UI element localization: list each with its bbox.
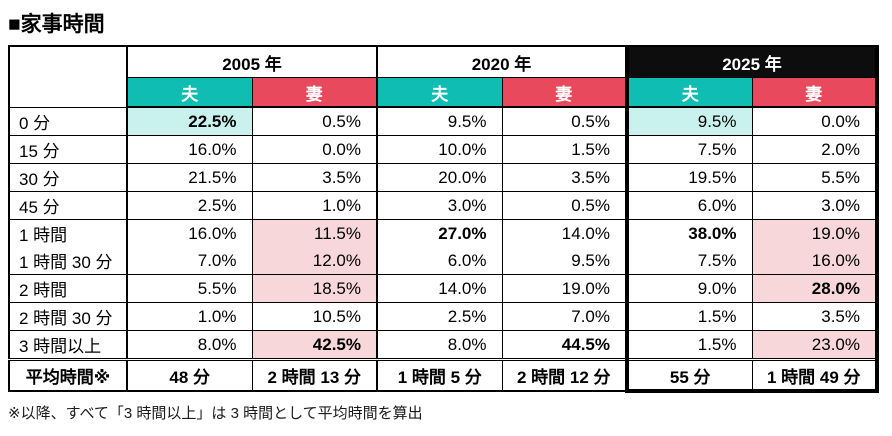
row-label: 30 分	[8, 163, 128, 192]
value-cell: 2.5%	[376, 302, 503, 331]
row-label: 0 分	[8, 106, 128, 136]
value-cell: 8.0%	[126, 330, 253, 360]
value-cell: 7.0%	[501, 302, 628, 331]
average-value-cell: 48 分	[126, 358, 253, 392]
value-cell: 27.0%	[376, 219, 503, 247]
value-cell: 12.0%	[251, 247, 378, 275]
value-cell: 16.0%	[126, 135, 253, 164]
table-row: 1 時間 16.0% 11.5% 27.0% 14.0% 38.0% 19.0%	[8, 219, 879, 247]
value-cell: 3.5%	[501, 163, 628, 192]
value-cell: 7.5%	[625, 135, 753, 164]
value-cell: 19.0%	[751, 219, 879, 247]
row-label: 3 時間以上	[8, 330, 128, 360]
table-row: 1 時間 30 分 7.0% 12.0% 6.0% 9.5% 7.5% 16.0%	[8, 247, 879, 275]
value-cell: 19.5%	[625, 163, 753, 192]
table-row: 0 分 22.5% 0.5% 9.5% 0.5% 9.5% 0.0%	[8, 106, 879, 136]
value-cell: 16.0%	[751, 247, 879, 275]
value-cell: 9.5%	[501, 247, 628, 275]
housework-time-table: 2005 年 2020 年 2025 年 夫 妻 夫 妻 夫 妻 0 分 22.5…	[8, 45, 879, 393]
value-cell: 2.0%	[751, 135, 879, 164]
value-cell: 21.5%	[126, 163, 253, 192]
value-cell: 8.0%	[376, 330, 503, 360]
value-cell: 11.5%	[251, 219, 378, 247]
year-header-row: 2005 年 2020 年 2025 年	[8, 45, 879, 108]
year-header-2025: 2025 年	[625, 45, 879, 78]
row-label: 2 時間	[8, 274, 128, 303]
table-row: 15 分 16.0% 0.0% 10.0% 1.5% 7.5% 2.0%	[8, 135, 879, 164]
value-cell: 9.0%	[625, 274, 753, 303]
value-cell: 14.0%	[501, 219, 628, 247]
row-label: 1 時間 30 分	[8, 247, 128, 275]
subheader-husband-2025: 夫	[625, 77, 753, 108]
value-cell: 3.5%	[751, 302, 879, 331]
value-cell: 20.0%	[376, 163, 503, 192]
row-label: 15 分	[8, 135, 128, 164]
value-cell: 38.0%	[625, 219, 753, 247]
value-cell: 5.5%	[126, 274, 253, 303]
value-cell: 9.5%	[376, 106, 503, 136]
value-cell: 10.5%	[251, 302, 378, 331]
value-cell: 0.5%	[501, 191, 628, 220]
value-cell: 3.0%	[751, 191, 879, 220]
value-cell: 22.5%	[126, 106, 253, 136]
value-cell: 9.5%	[625, 106, 753, 136]
value-cell: 0.0%	[751, 106, 879, 136]
row-label: 45 分	[8, 191, 128, 220]
value-cell: 7.0%	[126, 247, 253, 275]
value-cell: 1.5%	[501, 135, 628, 164]
value-cell: 3.5%	[251, 163, 378, 192]
corner-cell	[8, 45, 128, 108]
value-cell: 0.5%	[501, 106, 628, 136]
value-cell: 23.0%	[751, 330, 879, 360]
value-cell: 1.5%	[625, 302, 753, 331]
page: ■家事時間 2005 年 2020 年 2025 年 夫 妻 夫 妻 夫 妻	[8, 13, 879, 422]
average-row-label: 平均時間※	[8, 358, 128, 392]
value-cell: 6.0%	[376, 247, 503, 275]
value-cell: 44.5%	[501, 330, 628, 360]
average-value-cell: 2 時間 12 分	[501, 358, 628, 392]
subheader-wife-2020: 妻	[501, 77, 628, 108]
value-cell: 1.0%	[251, 191, 378, 220]
value-cell: 0.5%	[251, 106, 378, 136]
value-cell: 18.5%	[251, 274, 378, 303]
value-cell: 10.0%	[376, 135, 503, 164]
table-row: 45 分 2.5% 1.0% 3.0% 0.5% 6.0% 3.0%	[8, 191, 879, 220]
page-title: ■家事時間	[8, 13, 105, 36]
year-header-2020: 2020 年	[376, 45, 628, 78]
row-label: 2 時間 30 分	[8, 302, 128, 331]
value-cell: 14.0%	[376, 274, 503, 303]
value-cell: 6.0%	[625, 191, 753, 220]
value-cell: 2.5%	[126, 191, 253, 220]
value-cell: 0.0%	[251, 135, 378, 164]
subheader-wife-2005: 妻	[251, 77, 378, 108]
table-row: 30 分 21.5% 3.5% 20.0% 3.5% 19.5% 5.5%	[8, 163, 879, 192]
value-cell: 16.0%	[126, 219, 253, 247]
table-row: 3 時間以上 8.0% 42.5% 8.0% 44.5% 1.5% 23.0%	[8, 330, 879, 360]
subheader-husband-2005: 夫	[126, 77, 253, 108]
value-cell: 19.0%	[501, 274, 628, 303]
average-value-cell: 55 分	[625, 358, 753, 393]
average-value-cell: 2 時間 13 分	[251, 358, 378, 392]
value-cell: 1.0%	[126, 302, 253, 331]
table-row: 2 時間 5.5% 18.5% 14.0% 19.0% 9.0% 28.0%	[8, 274, 879, 303]
table-row: 2 時間 30 分 1.0% 10.5% 2.5% 7.0% 1.5% 3.5%	[8, 302, 879, 331]
subheader-wife-2025: 妻	[751, 77, 879, 108]
value-cell: 28.0%	[751, 274, 879, 303]
footnote: ※以降、すべて「3 時間以上」は 3 時間として平均時間を算出	[8, 405, 423, 422]
average-value-cell: 1 時間 49 分	[751, 358, 879, 393]
average-value-cell: 1 時間 5 分	[376, 358, 503, 392]
year-header-2005: 2005 年	[126, 45, 378, 78]
value-cell: 7.5%	[625, 247, 753, 275]
value-cell: 5.5%	[751, 163, 879, 192]
spouse-header-row: 夫 妻 夫 妻 夫 妻	[9, 77, 879, 108]
value-cell: 42.5%	[251, 330, 378, 360]
value-cell: 1.5%	[625, 330, 753, 360]
subheader-husband-2020: 夫	[376, 77, 503, 108]
row-label: 1 時間	[8, 219, 128, 247]
value-cell: 3.0%	[376, 191, 503, 220]
